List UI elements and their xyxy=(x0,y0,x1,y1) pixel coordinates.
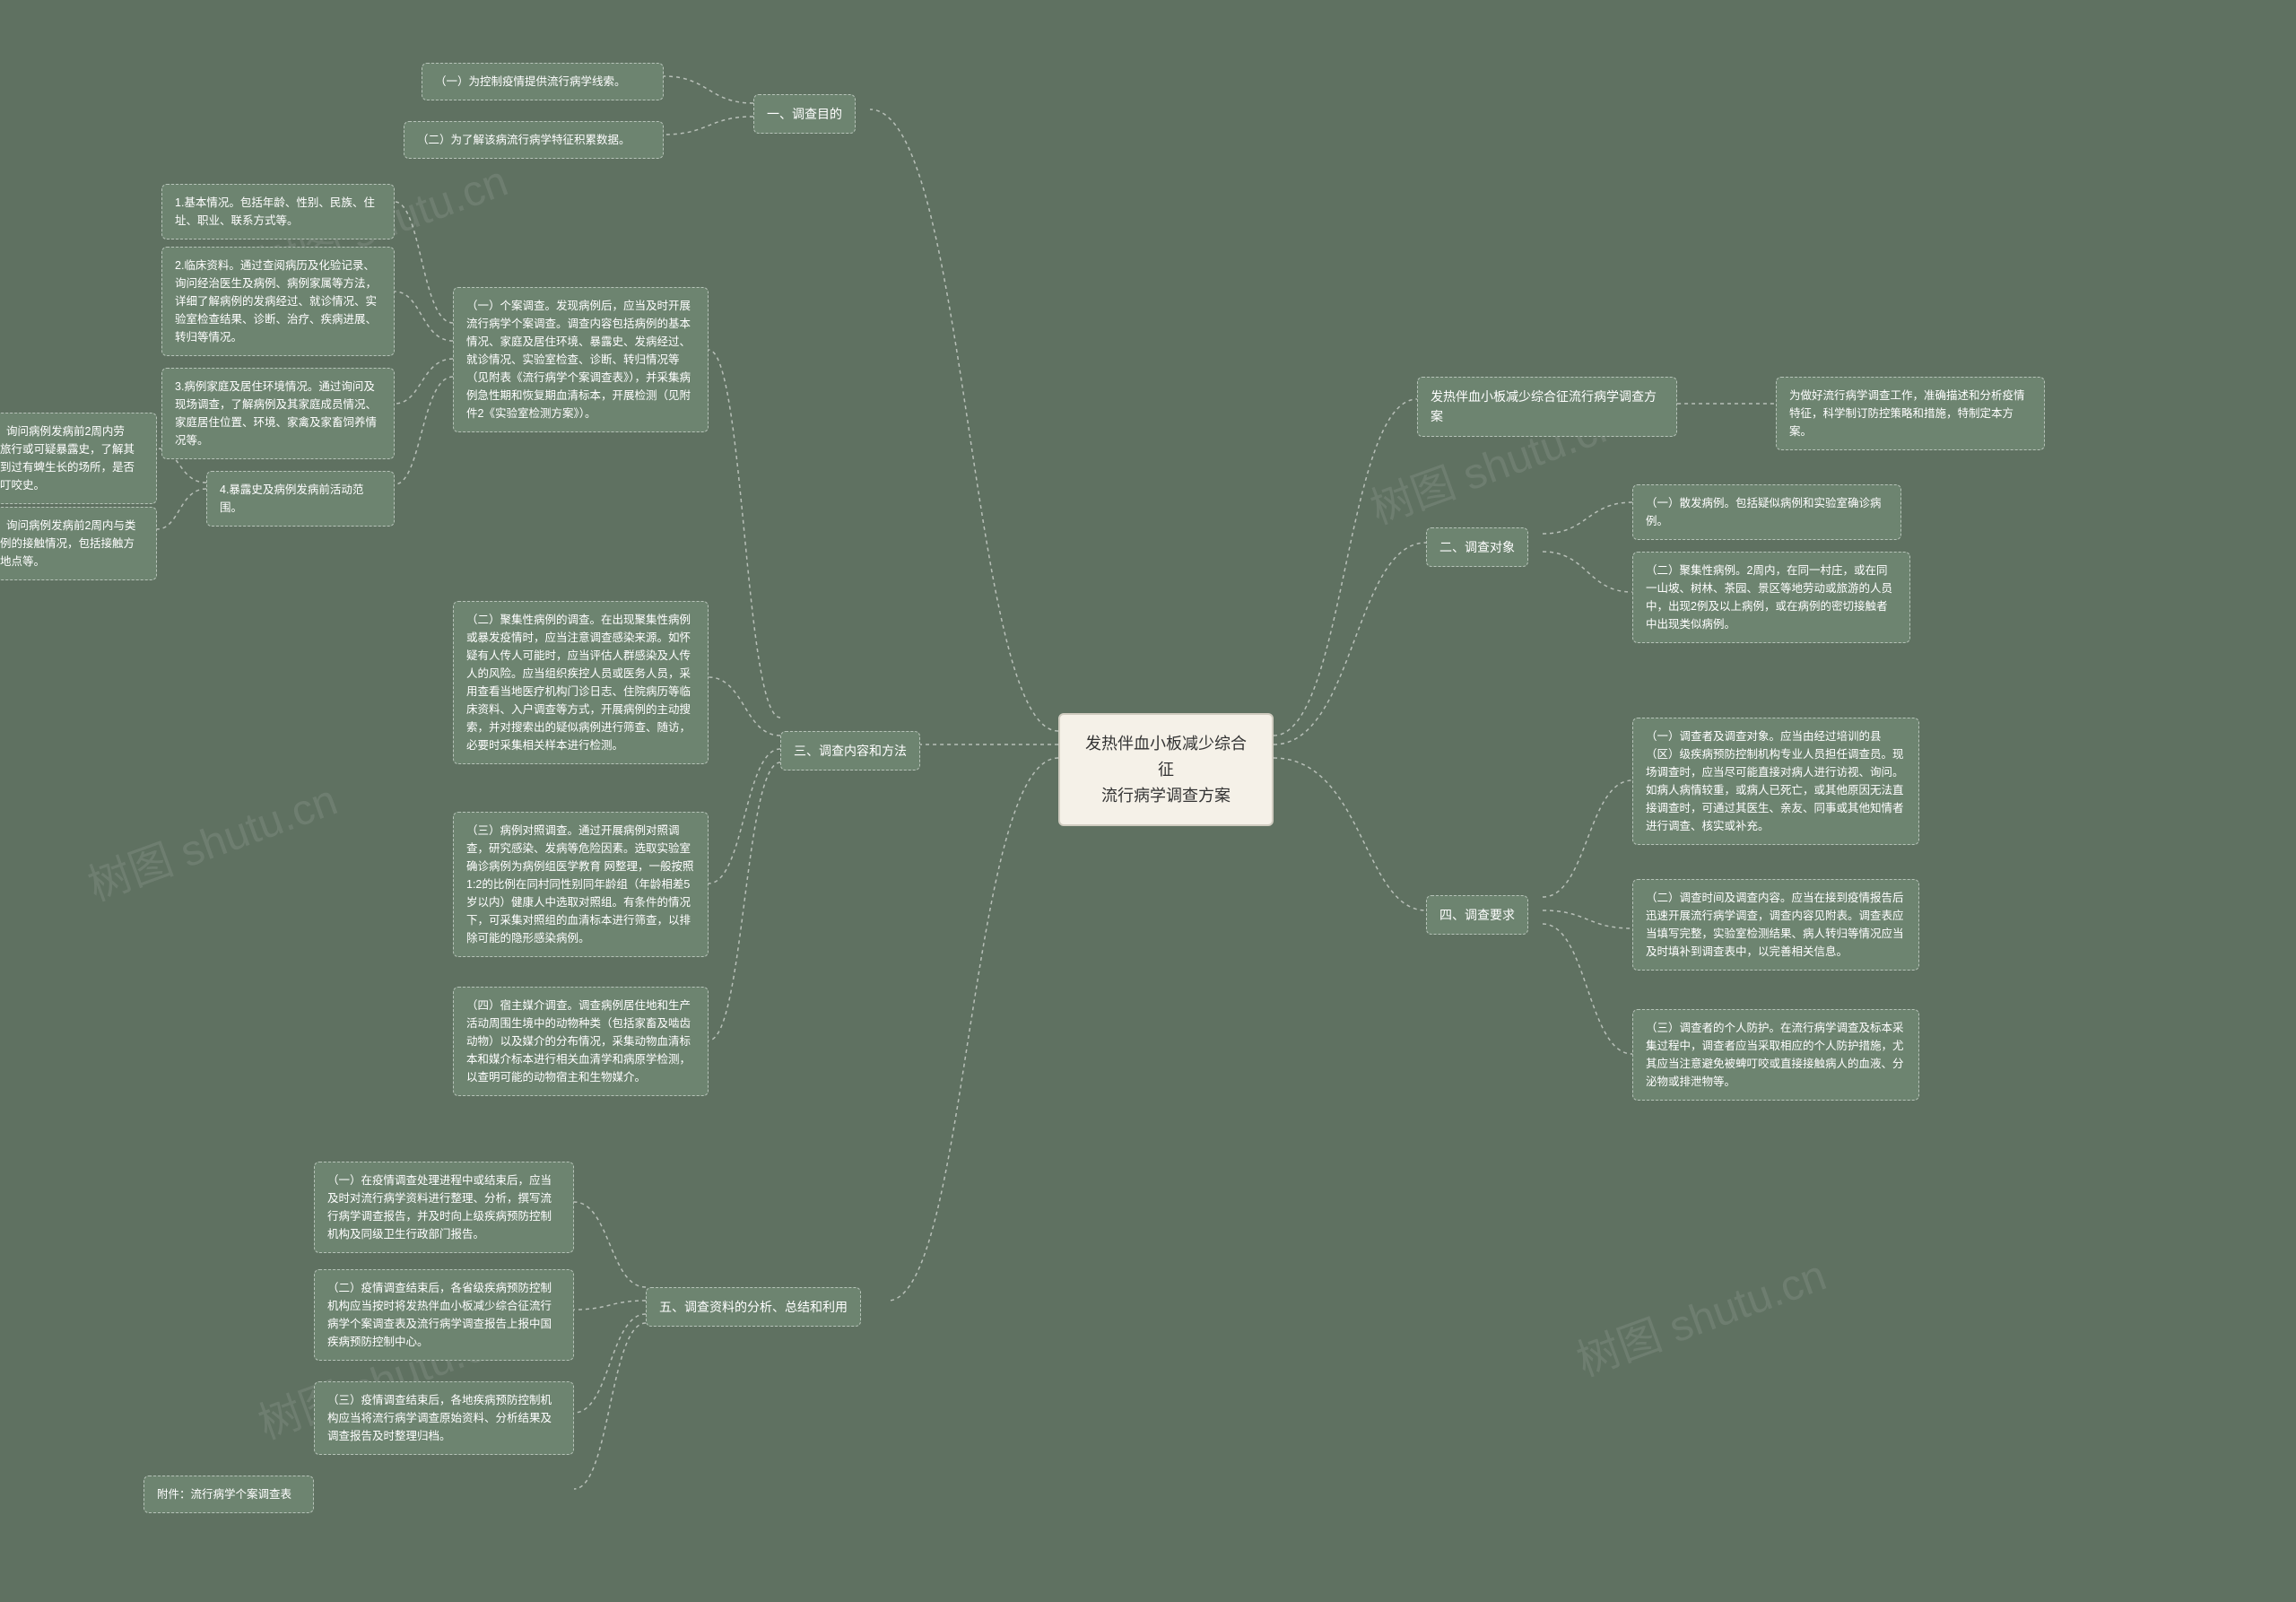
sec5-attach: 附件：流行病学个案调查表 xyxy=(144,1476,314,1513)
sec3-title: 三、调查内容和方法 xyxy=(780,731,920,771)
root-node: 发热伴血小板减少综合征 流行病学调查方案 xyxy=(1058,713,1274,826)
sec2-item1: （一）散发病例。包括疑似病例和实验室确诊病例。 xyxy=(1632,484,1901,540)
sec5-item1: （一）在疫情调查处理进程中或结束后，应当及时对流行病学资料进行整理、分析，撰写流… xyxy=(314,1162,574,1253)
sec3-d: （四）宿主媒介调查。调查病例居住地和生产活动周围生境中的动物种类（包括家畜及啮齿… xyxy=(453,987,709,1096)
sec5-title: 五、调查资料的分析、总结和利用 xyxy=(646,1287,861,1327)
sec3-a-4-1: （1）询问病例发病前2周内劳动、旅行或可疑暴露史，了解其是否到过有蜱生长的场所，… xyxy=(0,413,157,504)
intro-title: 发热伴血小板减少综合征流行病学调查方案 xyxy=(1417,377,1677,437)
sec5-item3: （三）疫情调查结束后，各地疾病预防控制机构应当将流行病学调查原始资料、分析结果及… xyxy=(314,1381,574,1455)
sec1-title: 一、调查目的 xyxy=(753,94,856,134)
intro-desc: 为做好流行病学调查工作，准确描述和分析疫情特征，科学制订防控策略和措施，特制定本… xyxy=(1776,377,2045,450)
sec3-b: （二）聚集性病例的调查。在出现聚集性病例或暴发疫情时，应当注意调查感染来源。如怀… xyxy=(453,601,709,764)
sec1-item1: （一）为控制疫情提供流行病学线索。 xyxy=(422,63,664,100)
watermark: 树图 shutu.cn xyxy=(78,764,344,912)
sec4-title: 四、调查要求 xyxy=(1426,895,1528,935)
sec3-a-3: 3.病例家庭及居住环境情况。通过询问及现场调查，了解病例及其家庭成员情况、家庭居… xyxy=(161,368,395,459)
sec5-item2: （二）疫情调查结束后，各省级疾病预防控制机构应当按时将发热伴血小板减少综合征流行… xyxy=(314,1269,574,1361)
sec2-title: 二、调查对象 xyxy=(1426,527,1528,567)
sec3-a-2: 2.临床资料。通过查阅病历及化验记录、询问经治医生及病例、病例家属等方法，详细了… xyxy=(161,247,395,356)
sec3-a: （一）个案调查。发现病例后，应当及时开展流行病学个案调查。调查内容包括病例的基本… xyxy=(453,287,709,432)
sec3-c: （三）病例对照调查。通过开展病例对照调查，研究感染、发病等危险因素。选取实验室确… xyxy=(453,812,709,957)
sec2-item2: （二）聚集性病例。2周内，在同一村庄，或在同一山坡、树林、茶园、景区等地劳动或旅… xyxy=(1632,552,1910,643)
root-line1: 发热伴血小板减少综合征 xyxy=(1083,731,1248,783)
sec3-a-4: 4.暴露史及病例发病前活动范围。 xyxy=(206,471,395,527)
root-line2: 流行病学调查方案 xyxy=(1083,783,1248,809)
sec3-a-1: 1.基本情况。包括年龄、性别、民族、住址、职业、联系方式等。 xyxy=(161,184,395,239)
sec4-item2: （二）调查时间及调查内容。应当在接到疫情报告后迅速开展流行病学调查，调查内容见附… xyxy=(1632,879,1919,971)
sec4-item1: （一）调查者及调查对象。应当由经过培训的县（区）级疾病预防控制机构专业人员担任调… xyxy=(1632,718,1919,845)
sec3-a-4-2: （2）询问病例发病前2周内与类似病例的接触情况，包括接触方式、地点等。 xyxy=(0,507,157,580)
sec4-item3: （三）调查者的个人防护。在流行病学调查及标本采集过程中，调查者应当采取相应的个人… xyxy=(1632,1009,1919,1101)
sec1-item2: （二）为了解该病流行病学特征积累数据。 xyxy=(404,121,664,159)
watermark: 树图 shutu.cn xyxy=(1567,1240,1833,1388)
